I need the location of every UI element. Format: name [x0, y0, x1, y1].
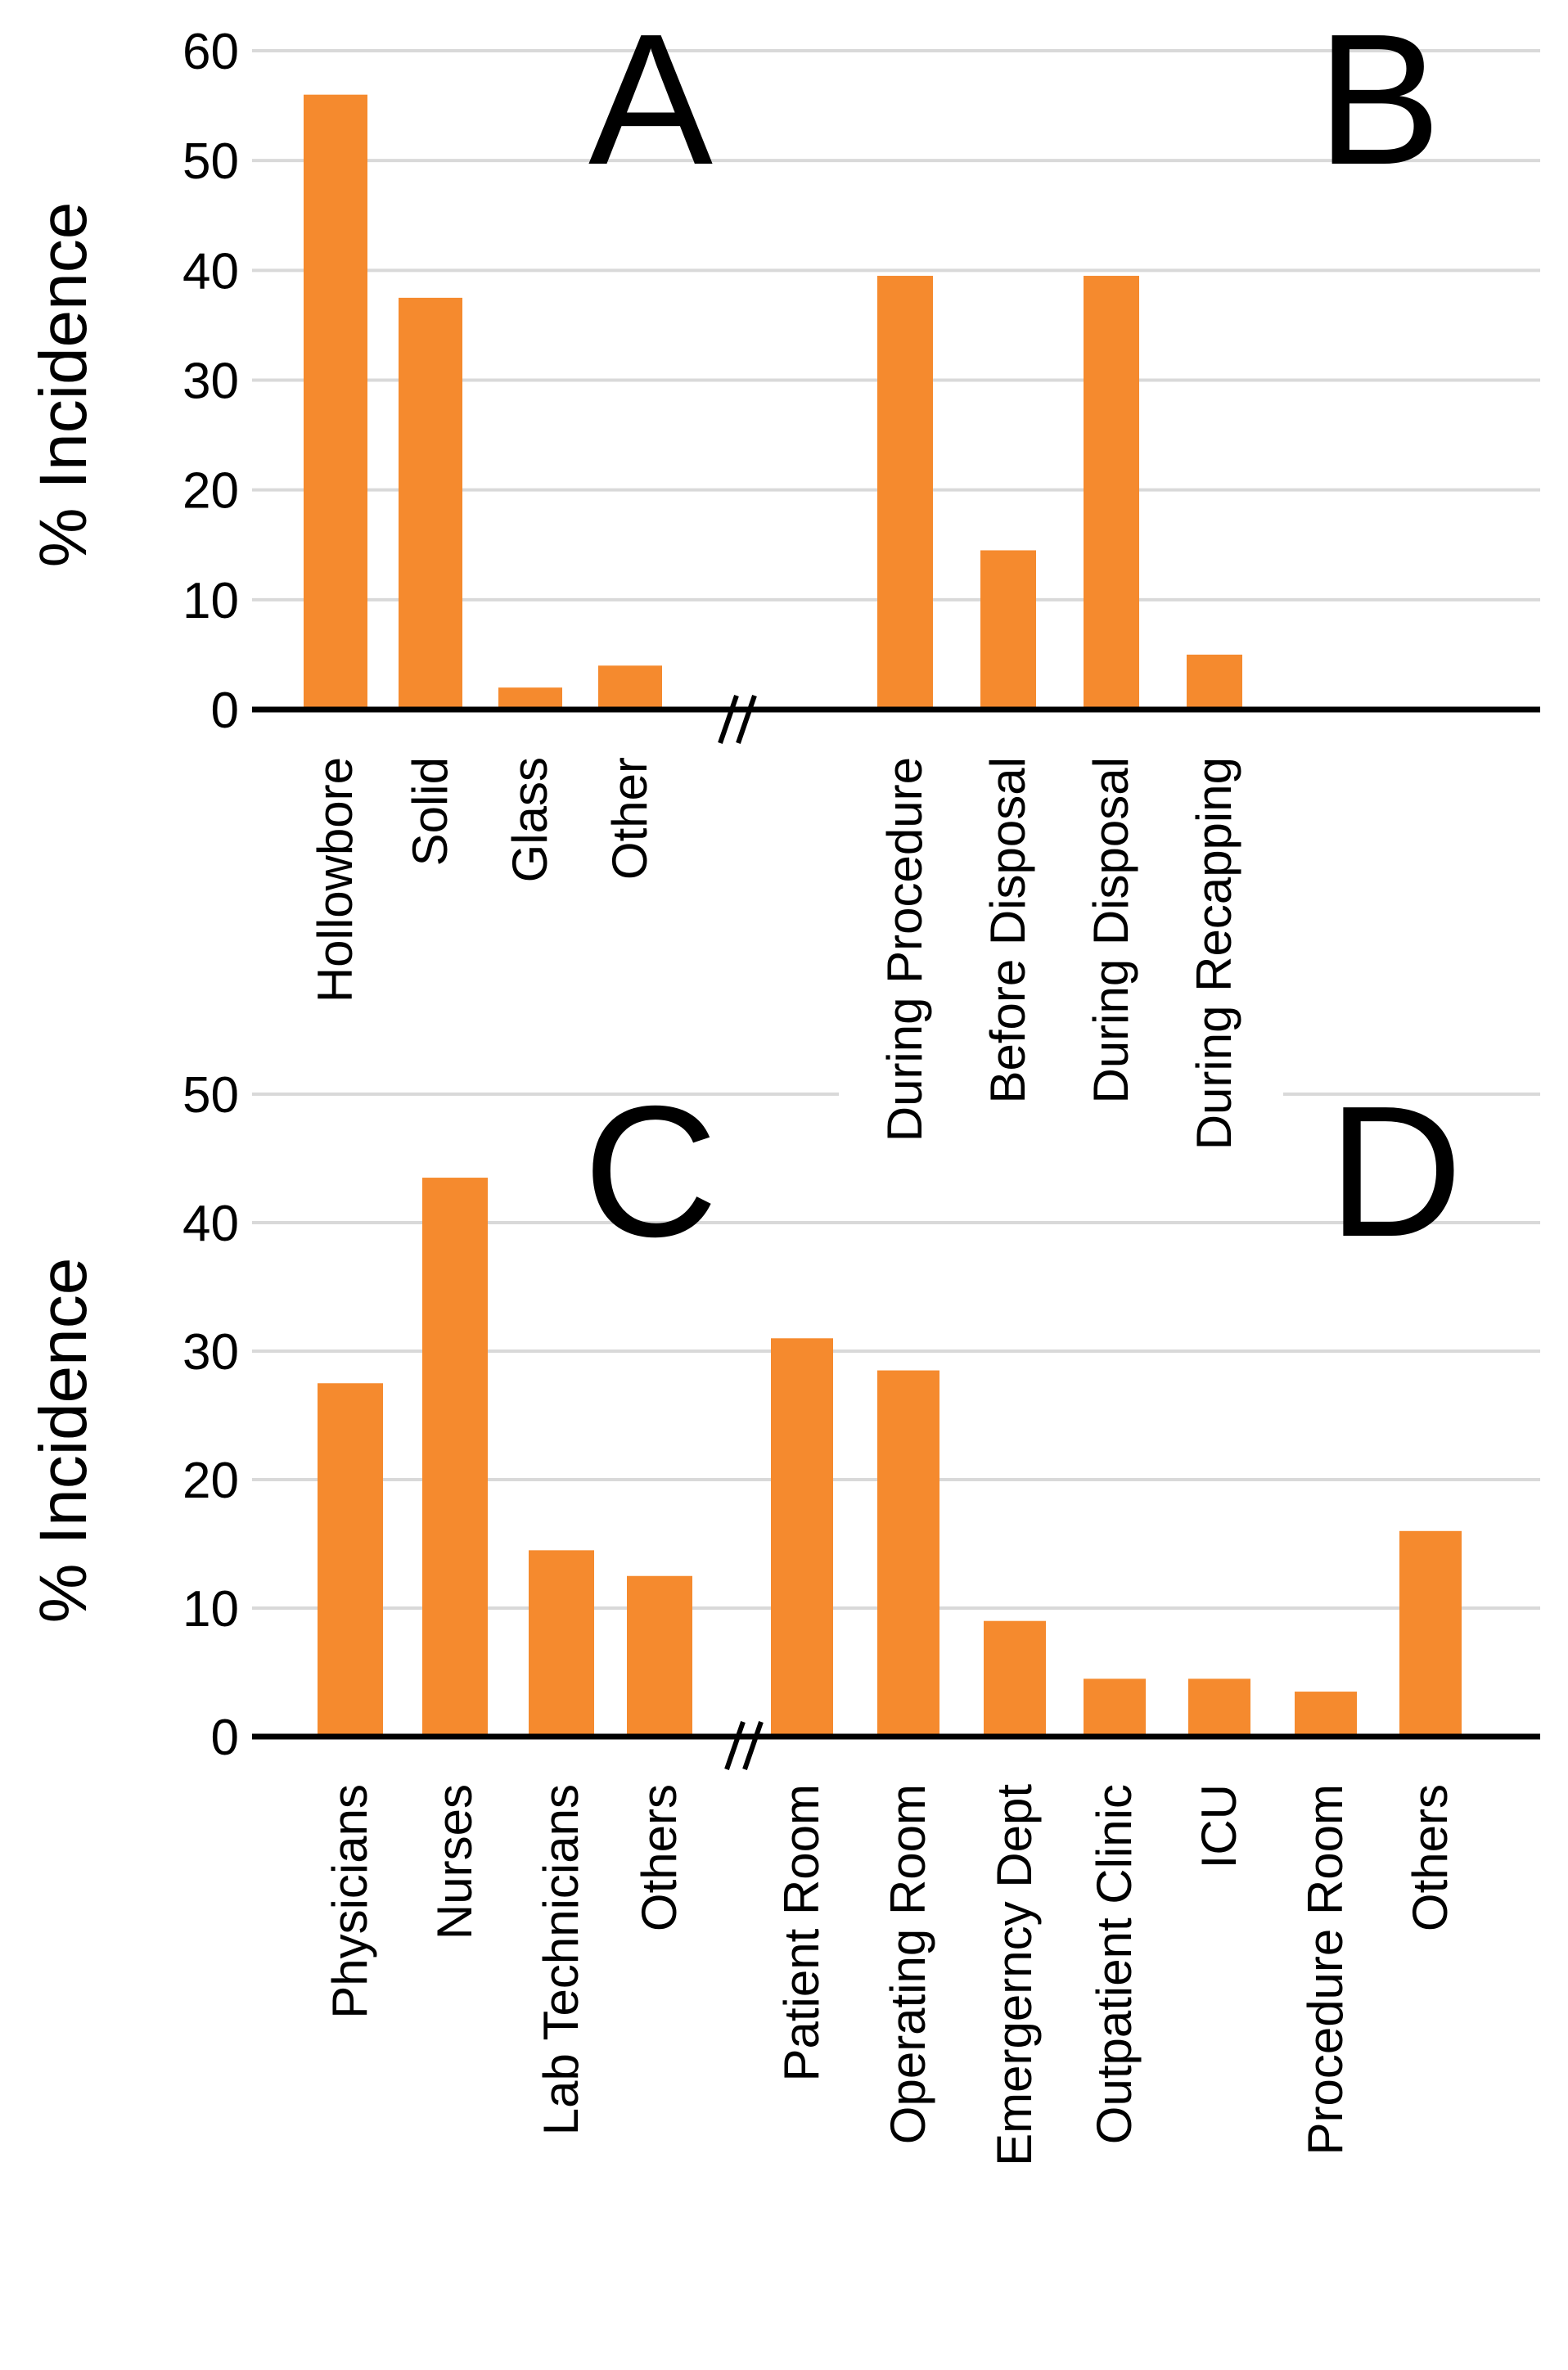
- bar-b-before-disposal: [980, 550, 1036, 710]
- top-bars: [304, 94, 1242, 710]
- bar-b-during-procedure: [877, 276, 933, 710]
- bottom-y-axis-label: % Incidence: [26, 1258, 101, 1624]
- category-label-other: Other: [602, 757, 657, 880]
- y-tick-label: 50: [182, 1067, 239, 1124]
- bar-c-others: [627, 1575, 692, 1737]
- bottom-axis-break: [724, 1721, 764, 1770]
- bar-d-icu: [1188, 1678, 1250, 1737]
- y-tick-label: 30: [182, 354, 239, 410]
- bar-d-patient-room: [771, 1338, 833, 1737]
- bar-d-others: [1399, 1530, 1462, 1737]
- category-label-solid: Solid: [403, 757, 457, 866]
- y-tick-label: 50: [182, 133, 239, 190]
- category-label-emergerncy-dept: Emergerncy Dept: [987, 1784, 1042, 2166]
- bar-d-emergerncy-dept: [984, 1620, 1046, 1737]
- y-tick-label: 10: [182, 573, 239, 629]
- panel-label-a: A: [588, 0, 713, 204]
- bottom-y-ticks: 0 10 20 30 40 50: [182, 1067, 239, 1766]
- y-tick-label: 40: [182, 1196, 239, 1252]
- category-label-outpatient-clinic: Outpatient Clinic: [1087, 1784, 1142, 2144]
- bar-a-solid: [399, 297, 462, 710]
- y-tick-label: 40: [182, 243, 239, 300]
- chart-bottom: 0 10 20 30 40 50 % Incidence C D Physicians Nu…: [26, 1067, 1540, 2166]
- bar-a-other: [598, 665, 662, 710]
- y-tick-label: 10: [182, 1581, 239, 1638]
- category-label-icu: ICU: [1192, 1784, 1246, 1868]
- bar-d-procedure-room: [1295, 1692, 1357, 1737]
- panel-label-b: B: [1317, 0, 1441, 204]
- top-y-ticks: 0 10 20 30 40 50 60: [182, 24, 239, 739]
- category-label-during-disposal: During Disposal: [1084, 757, 1138, 1104]
- category-label-hollowbore: Hollowbore: [308, 757, 363, 1003]
- panel-label-d: D: [1328, 1068, 1463, 1276]
- y-tick-label: 20: [182, 1453, 239, 1509]
- panel-label-c: C: [583, 1068, 719, 1276]
- category-label-glass: Glass: [502, 757, 557, 882]
- top-axis-break: [718, 695, 757, 744]
- category-label-patient-room: Patient Room: [774, 1784, 829, 2082]
- bar-a-glass: [498, 687, 562, 710]
- bar-b-during-disposal: [1084, 276, 1139, 710]
- y-tick-label: 0: [211, 1710, 239, 1766]
- category-label-others: Others: [1403, 1784, 1458, 1931]
- category-label-lab-technicians: Lab Technicians: [534, 1784, 588, 2135]
- category-label-before-disposal: Before Disposal: [980, 757, 1035, 1104]
- y-tick-label: 20: [182, 463, 239, 520]
- category-label-operating-room: Operating Room: [881, 1784, 935, 2144]
- category-label-nurses: Nurses: [427, 1784, 482, 1940]
- category-label-during-recapping: During Recapping: [1187, 757, 1241, 1150]
- y-tick-label: 0: [211, 683, 239, 739]
- bottom-category-labels: Physicians Nurses Lab Technicians Others Pat…: [322, 1784, 1458, 2166]
- category-label-procedure-room: Procedure Room: [1298, 1784, 1353, 2156]
- category-label-during-procedure: During Procedure: [877, 757, 932, 1142]
- top-y-axis-label: % Incidence: [26, 202, 101, 568]
- top-category-labels: Hollowbore Solid Glass Other During Procedur…: [308, 757, 1241, 1150]
- bar-c-nurses: [422, 1178, 488, 1737]
- bar-c-lab-technicians: [529, 1550, 594, 1737]
- bar-a-hollowbore: [304, 94, 367, 710]
- bar-c-physicians: [318, 1383, 383, 1737]
- category-label-physicians: Physicians: [322, 1784, 377, 2019]
- category-label-others: Others: [632, 1784, 687, 1931]
- chart-top: 0 10 20 30 40 50 60 % Incidence A B Hollowbore…: [26, 0, 1540, 1150]
- bar-d-operating-room: [877, 1370, 939, 1737]
- bar-d-outpatient-clinic: [1084, 1678, 1146, 1737]
- bottom-bars: [318, 1178, 1462, 1737]
- y-tick-label: 60: [182, 24, 239, 80]
- y-tick-label: 30: [182, 1324, 239, 1381]
- bar-b-during-recapping: [1187, 654, 1242, 710]
